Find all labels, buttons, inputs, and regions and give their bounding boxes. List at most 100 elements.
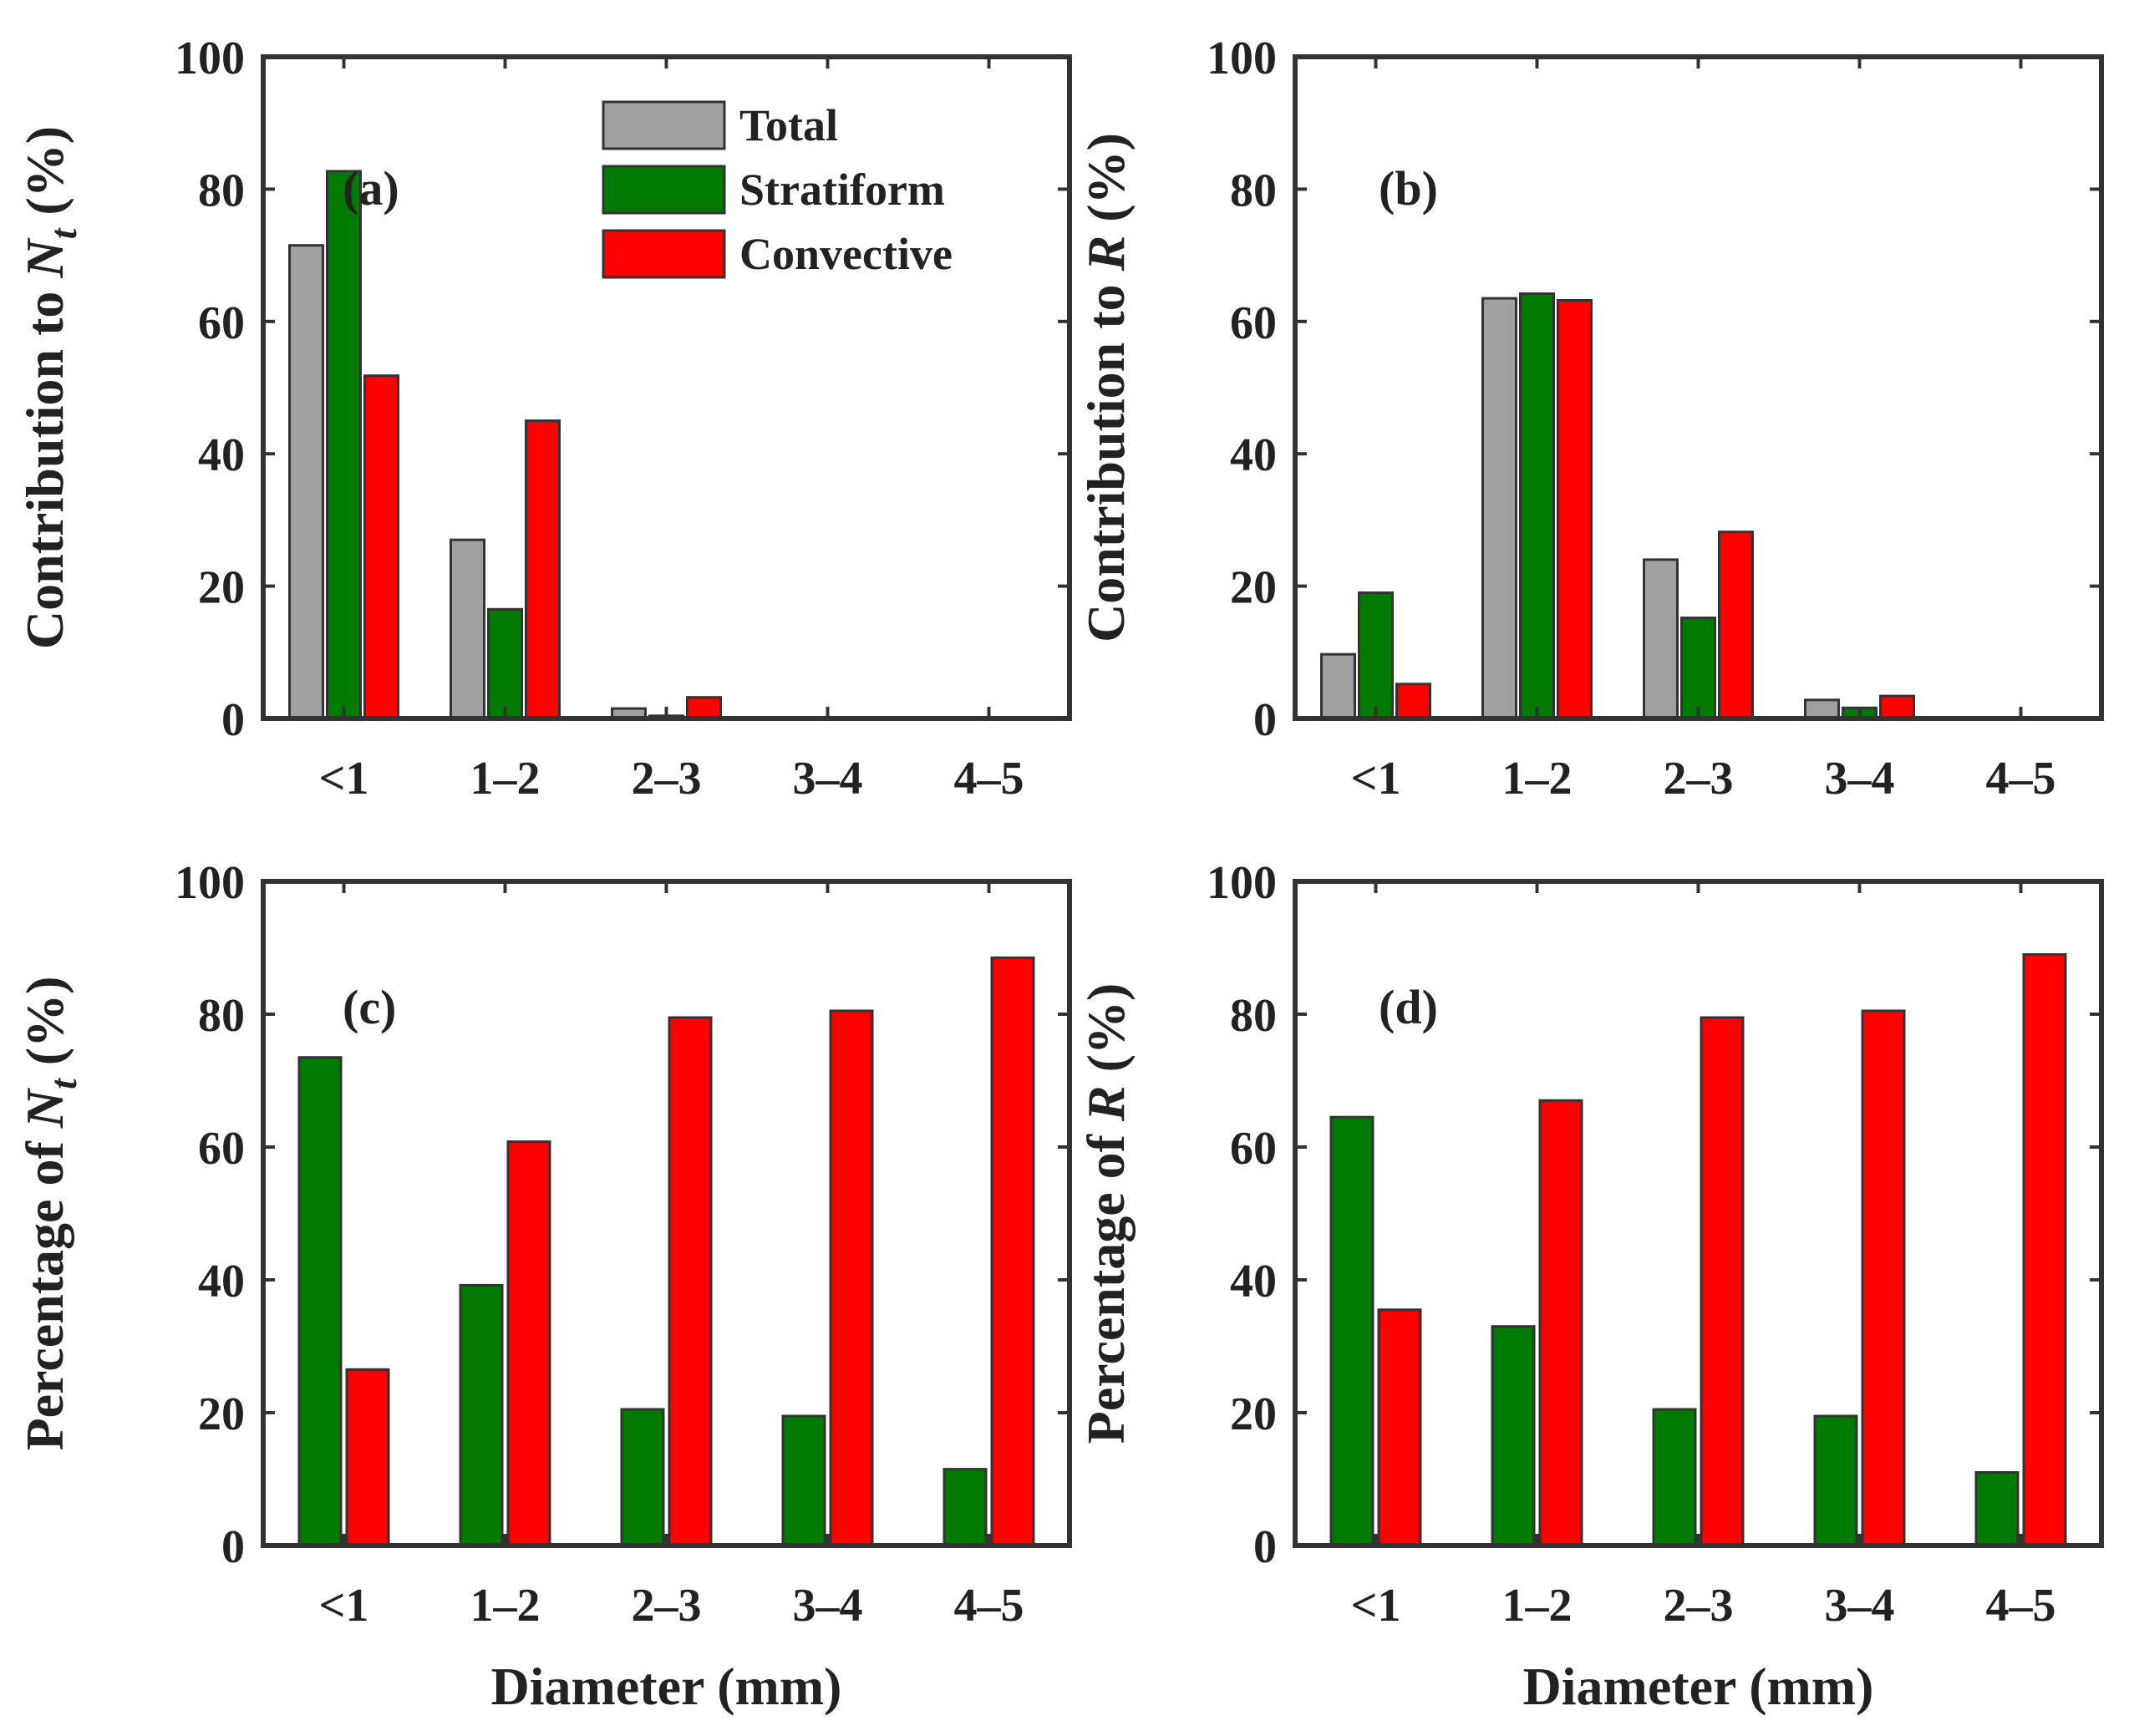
bar-convective-2 bbox=[668, 1016, 713, 1547]
bar-convective-1 bbox=[1538, 1099, 1583, 1547]
legend-label-convective: Convective bbox=[739, 229, 953, 279]
bar-convective-2 bbox=[1718, 530, 1754, 720]
bar-total-1 bbox=[1481, 297, 1517, 720]
x-tick-label: 4–5 bbox=[1986, 753, 2056, 805]
bar-stratiform-0 bbox=[326, 170, 362, 720]
bar-stratiform-0 bbox=[1329, 1115, 1374, 1547]
legend-label-stratiform: Stratiform bbox=[739, 165, 945, 215]
bar-convective-0 bbox=[345, 1368, 390, 1547]
y-tick-label: 80 bbox=[198, 165, 245, 216]
bar-total-0 bbox=[288, 244, 324, 720]
x-tick-label: 1–2 bbox=[1502, 1580, 1573, 1632]
bar-convective-3 bbox=[829, 1009, 874, 1547]
x-tick-label: <1 bbox=[319, 1580, 369, 1632]
bar-convective-3 bbox=[1879, 694, 1915, 720]
plot-frame bbox=[261, 54, 1072, 721]
x-tick-label: <1 bbox=[319, 753, 369, 805]
y-tick-label: 60 bbox=[198, 1123, 245, 1175]
x-tick-label: 1–2 bbox=[470, 1580, 541, 1632]
bar-stratiform-4 bbox=[943, 1468, 988, 1547]
bar-stratiform-2 bbox=[1652, 1408, 1697, 1547]
y-tick-label: 0 bbox=[1253, 1521, 1277, 1573]
x-tick-label: <1 bbox=[1351, 1580, 1401, 1632]
bar-stratiform-3 bbox=[781, 1414, 826, 1547]
x-tick-label: 2–3 bbox=[1664, 1580, 1734, 1632]
x-tick-label: 3–4 bbox=[1825, 753, 1895, 805]
bar-stratiform-1 bbox=[459, 1283, 504, 1547]
bar-convective-2 bbox=[686, 696, 722, 720]
bar-total-3 bbox=[1804, 698, 1840, 720]
legend-label-total: Total bbox=[739, 100, 838, 150]
plot-frame bbox=[1293, 54, 2104, 721]
bar-stratiform-1 bbox=[1491, 1325, 1536, 1547]
x-tick-label: <1 bbox=[1351, 753, 1401, 805]
bar-convective-3 bbox=[1861, 1009, 1906, 1547]
panel-label: (d) bbox=[1379, 980, 1438, 1034]
bar-convective-0 bbox=[363, 374, 399, 720]
panel-label: (c) bbox=[343, 980, 396, 1034]
x-axis-label: Diameter (mm) bbox=[1523, 1657, 1874, 1716]
y-tick-label: 20 bbox=[198, 562, 245, 614]
bar-stratiform-4 bbox=[1974, 1471, 2020, 1547]
x-tick-label: 1–2 bbox=[1502, 753, 1573, 805]
x-tick-label: 4–5 bbox=[1986, 1580, 2056, 1632]
bar-stratiform-1 bbox=[487, 607, 523, 720]
bar-total-1 bbox=[450, 538, 485, 720]
y-axis-label: Contribution to R (%) bbox=[1076, 133, 1136, 642]
bar-stratiform-2 bbox=[1680, 617, 1716, 720]
bar-convective-0 bbox=[1377, 1308, 1422, 1547]
bar-convective-4 bbox=[990, 956, 1035, 1547]
y-tick-label: 20 bbox=[1230, 562, 1277, 614]
chart-panel-3: 0 20 40 60 80 100 <1 1–2 2–3 3–4 4–5 (d) Percentage … bbox=[1076, 857, 2104, 1716]
chart-panel-1: 0 20 40 60 80 100 <1 1–2 2–3 3–4 4–5 (b) Contributio… bbox=[1076, 33, 2104, 805]
legend-swatch-total bbox=[602, 100, 726, 150]
y-tick-label: 40 bbox=[198, 429, 245, 481]
x-axis-label: Diameter (mm) bbox=[491, 1657, 842, 1716]
x-tick-label: 2–3 bbox=[1664, 753, 1734, 805]
y-tick-label: 100 bbox=[1207, 857, 1277, 909]
x-tick-label: 3–4 bbox=[1825, 1580, 1895, 1632]
panel-label: (b) bbox=[1379, 161, 1438, 216]
legend: Total Stratiform Convective bbox=[602, 100, 953, 279]
bar-total-2 bbox=[1643, 558, 1679, 720]
y-tick-label: 0 bbox=[221, 694, 245, 746]
y-axis-label: Percentage of R (%) bbox=[1076, 983, 1136, 1444]
y-tick-label: 60 bbox=[1230, 1123, 1277, 1175]
y-tick-label: 40 bbox=[1230, 429, 1277, 481]
chart-panel-2: 0 20 40 60 80 100 <1 1–2 2–3 3–4 4–5 (c) Percentage … bbox=[15, 857, 1072, 1716]
y-tick-label: 80 bbox=[1230, 165, 1277, 216]
x-tick-label: 1–2 bbox=[470, 753, 541, 805]
chart-panel-0: 0 20 40 60 80 100 <1 1–2 2–3 3–4 4–5 (a) Contributio… bbox=[15, 33, 1072, 805]
y-tick-label: 80 bbox=[198, 990, 245, 1042]
x-tick-label: 3–4 bbox=[793, 753, 863, 805]
x-tick-label: 4–5 bbox=[954, 1580, 1024, 1632]
y-tick-label: 0 bbox=[1253, 694, 1277, 746]
y-tick-label: 40 bbox=[1230, 1256, 1277, 1307]
x-tick-label: 2–3 bbox=[632, 753, 702, 805]
y-tick-label: 100 bbox=[175, 857, 245, 909]
plot-frame bbox=[1293, 879, 2104, 1548]
y-tick-label: 20 bbox=[198, 1388, 245, 1440]
x-tick-label: 2–3 bbox=[632, 1580, 702, 1632]
legend-swatch-stratiform bbox=[602, 165, 726, 215]
y-tick-label: 100 bbox=[175, 33, 245, 84]
plot-frame bbox=[261, 879, 1072, 1548]
x-tick-label: 4–5 bbox=[954, 753, 1024, 805]
bar-stratiform-0 bbox=[297, 1056, 343, 1547]
x-tick-label: 3–4 bbox=[793, 1580, 863, 1632]
bar-total-0 bbox=[1320, 652, 1356, 720]
y-tick-label: 0 bbox=[221, 1521, 245, 1573]
y-axis-label: Percentage of Nt (%) bbox=[15, 977, 84, 1451]
bar-convective-4 bbox=[2022, 953, 2067, 1547]
bar-stratiform-3 bbox=[1813, 1414, 1858, 1547]
bar-convective-0 bbox=[1395, 683, 1431, 720]
y-tick-label: 20 bbox=[1230, 1388, 1277, 1440]
bar-stratiform-1 bbox=[1519, 292, 1555, 720]
bar-stratiform-0 bbox=[1358, 591, 1394, 720]
y-axis-label: Contribution to Nt (%) bbox=[15, 126, 84, 649]
panel-label: (a) bbox=[343, 161, 399, 216]
y-tick-label: 80 bbox=[1230, 990, 1277, 1042]
y-tick-label: 60 bbox=[1230, 297, 1277, 349]
bar-convective-2 bbox=[1700, 1016, 1745, 1547]
